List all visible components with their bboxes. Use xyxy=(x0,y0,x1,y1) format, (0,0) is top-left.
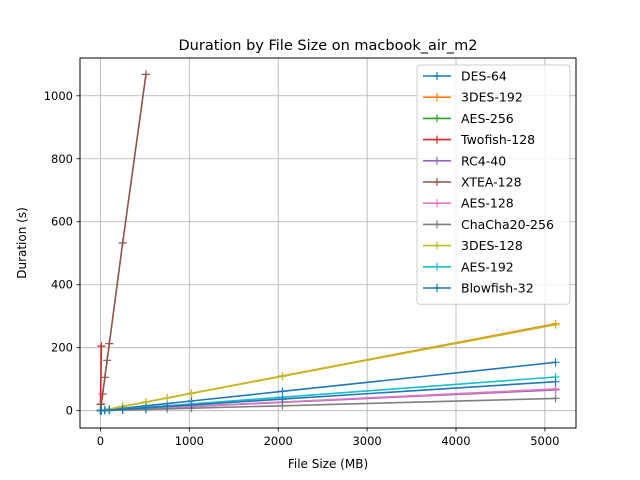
y-tick-label: 800 xyxy=(51,152,73,166)
legend-marker xyxy=(433,178,441,186)
legend-item: ChaCha20-256 xyxy=(423,217,554,232)
data-point xyxy=(551,320,560,329)
x-tick-label: 1000 xyxy=(175,434,204,448)
legend-marker xyxy=(433,262,441,271)
data-point xyxy=(163,394,172,403)
legend-box xyxy=(416,64,571,305)
data-point xyxy=(97,342,106,351)
legend-label: AES-128 xyxy=(461,196,514,211)
series-blowfish-32 xyxy=(96,377,560,415)
series-line xyxy=(99,346,103,405)
data-point xyxy=(103,356,112,365)
y-tick-label: 1000 xyxy=(44,89,73,103)
legend-marker xyxy=(433,93,441,102)
data-point xyxy=(141,70,150,79)
legend: DES-64 3DES-192 AES-256 Twofish-128 RC4-40 XT… xyxy=(416,64,571,305)
legend-marker xyxy=(433,135,441,144)
legend-item: XTEA-128 xyxy=(423,175,522,190)
legend-marker xyxy=(433,199,441,208)
legend-label: DES-64 xyxy=(461,69,507,84)
legend-label: ChaCha20-256 xyxy=(461,217,554,232)
legend-marker xyxy=(433,284,441,292)
x-axis: 0 1000 2000 3000 4000 5000 xyxy=(97,428,560,448)
legend-label: 3DES-192 xyxy=(461,90,523,105)
data-point xyxy=(551,358,560,367)
legend-marker xyxy=(433,241,441,250)
x-tick-label: 3000 xyxy=(352,434,381,448)
y-tick-label: 0 xyxy=(66,404,73,418)
data-point xyxy=(551,384,560,393)
series-layer xyxy=(96,70,560,415)
data-point xyxy=(187,389,196,398)
data-point xyxy=(278,372,287,381)
legend-item: AES-128 xyxy=(423,196,514,211)
data-point xyxy=(278,401,287,410)
y-axis-label: Duration (s) xyxy=(15,207,29,279)
data-point xyxy=(118,405,127,414)
x-axis-label: File Size (MB) xyxy=(288,457,368,471)
data-point xyxy=(105,339,114,348)
data-point xyxy=(100,373,109,382)
x-tick-label: 2000 xyxy=(264,434,293,448)
legend-item: 3DES-192 xyxy=(423,90,523,105)
legend-item: Blowfish-32 xyxy=(423,281,534,296)
data-point xyxy=(105,406,114,415)
legend-marker xyxy=(433,156,441,165)
data-point xyxy=(118,238,127,247)
data-point xyxy=(551,377,560,386)
legend-label: AES-192 xyxy=(461,259,514,274)
legend-item: AES-192 xyxy=(423,259,514,274)
plot-frame xyxy=(79,57,577,429)
data-point xyxy=(551,394,560,403)
x-tick-label: 5000 xyxy=(530,434,559,448)
x-tick-label: 4000 xyxy=(441,434,470,448)
legend-item: Twofish-128 xyxy=(423,132,535,147)
x-tick-label: 0 xyxy=(97,434,104,448)
y-axis: 0 200 400 600 800 1000 xyxy=(44,89,80,418)
legend-marker xyxy=(433,220,441,229)
legend-marker xyxy=(433,114,441,123)
legend-item: AES-256 xyxy=(423,111,514,126)
legend-item: 3DES-128 xyxy=(423,238,523,253)
data-point xyxy=(163,402,172,411)
legend-label: AES-256 xyxy=(461,111,514,126)
legend-marker xyxy=(433,72,441,80)
legend-label: RC4-40 xyxy=(461,153,506,168)
data-point xyxy=(187,400,196,409)
data-point xyxy=(278,395,287,404)
data-point xyxy=(98,389,107,398)
legend-label: Blowfish-32 xyxy=(461,281,534,296)
legend-label: 3DES-128 xyxy=(461,238,523,253)
legend-item: RC4-40 xyxy=(423,153,506,168)
data-point xyxy=(141,403,150,412)
legend-item: DES-64 xyxy=(423,69,507,84)
legend-label: Twofish-128 xyxy=(460,132,535,147)
y-tick-label: 400 xyxy=(51,278,73,292)
legend-label: XTEA-128 xyxy=(461,175,522,190)
chart-title: Duration by File Size on macbook_air_m2 xyxy=(179,38,478,54)
y-tick-label: 200 xyxy=(51,341,73,355)
y-tick-label: 600 xyxy=(51,215,73,229)
